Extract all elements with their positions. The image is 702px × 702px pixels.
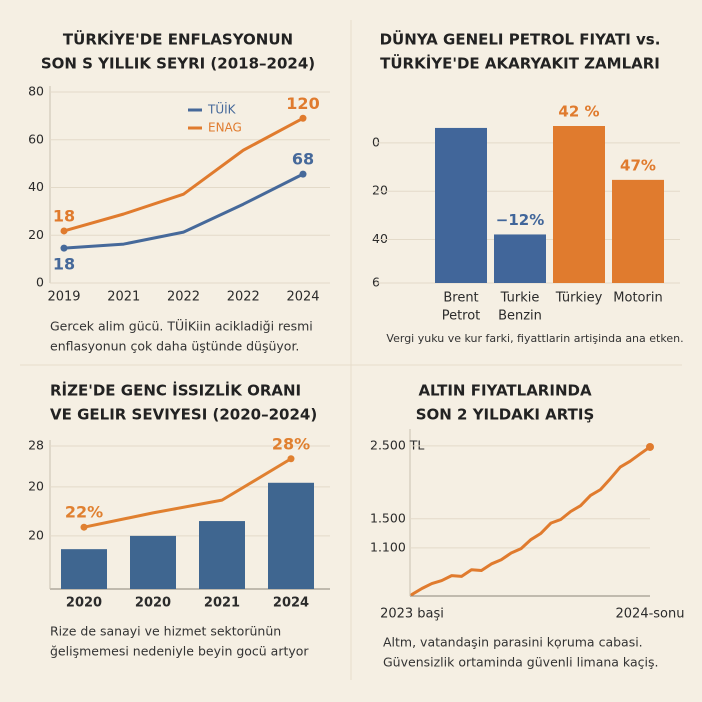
bar [199,521,245,589]
x-tick-label: 2024 [286,290,319,305]
point-label: 22% [65,503,103,522]
line [62,116,305,233]
y-tick-label: 1.500 [370,510,406,525]
x-tick-label: Petrot [442,309,481,324]
y-tick-label: 20 [28,227,44,242]
legend-label: TÜİK [207,101,237,117]
line [62,172,305,250]
x-tick-label: 2022 [167,290,200,305]
bar [612,179,664,283]
y-tick-label: 20 [28,527,44,542]
caption: Güvensizlik ortaminda güvenli limana kaç… [383,655,658,670]
caption: Altm, vatandaşin parasini kọruma cabasi. [383,635,643,650]
bar [494,234,546,283]
x-tick-label: Brent [443,291,478,306]
chart-title: TÜRKİYE'DE ENFLASYONUN [63,30,293,49]
y-tick-label: 0 [372,134,380,149]
line [410,445,652,596]
point [299,170,307,178]
bar [268,482,314,589]
bar-label: 47% [620,156,656,174]
y-tick-label: 20 [372,183,388,198]
point-label: 18 [53,255,75,274]
chart-title: TÜRKİYE'DE AKARYAKIT ZAMLARI [380,54,660,73]
point [60,244,68,252]
y-tick-label: 80 [28,84,44,99]
legend-label: ENAG [208,121,242,135]
bar [553,126,605,283]
x-tick-label: 2023 başi [380,607,444,622]
chart-title: SON S YILLIK SEYRI (2018–2024) [41,55,315,73]
x-tick-label: 2020 [135,596,171,611]
y-tick-label: 0 [36,275,44,290]
chart-title: ALTIN FIYATLARINDA [418,382,592,400]
x-tick-label: 2019 [47,290,80,305]
point [80,523,88,531]
y-tick-label: 40 [28,179,44,194]
y-tick-label: 40 [372,231,388,246]
y-tick-label: 20 [28,478,44,493]
caption: Vergi yuku ve kur farki, fiyattlarin art… [386,332,683,345]
point-label: 68 [292,150,314,169]
bar-label: 42 % [558,103,599,121]
bar [130,535,176,589]
x-tick-label: 2024-sonu [616,607,685,622]
bar-label: −12% [496,211,544,229]
point-label: 120 [286,94,319,113]
x-tick-label: 2020 [66,596,102,611]
y-tick-label: 60 [28,131,44,146]
y-tick-label: 1.100 [370,539,406,554]
caption: Rize de sanayi ve hizmet sektorünün [50,624,281,639]
chart-title: DÜNYA GENELI PETROL FIYATI vs. [380,30,661,49]
x-tick-label: 2022 [227,290,260,305]
chart-title: SON 2 YILDAKI ARTIŞ [416,406,595,424]
x-tick-label: 2024 [273,596,309,611]
x-tick-label: Motorin [613,291,662,306]
point [287,455,295,463]
point-label: 18 [53,206,75,225]
x-tick-label: 2021 [107,290,140,305]
y-tick-label: 6 [372,275,380,290]
chart-title: VE GELIR SEVIYESI (2020–2024) [50,406,317,424]
caption: enflasyonun çok daha üştünde düşüyor. [50,339,299,354]
x-tick-label: 2021 [204,596,240,611]
point-label: 28% [272,434,310,453]
end-point [646,442,654,451]
y-tick-label: 28 [28,438,44,453]
bar [61,549,107,589]
caption: Gercek alim gücü. TÜİKiin acikladiği res… [50,318,313,334]
chart-title: RİZE'DE GENC İSSIZLİK ORANI [50,381,301,400]
x-tick-label: Türkiey [555,291,603,306]
caption: ğelişmemesi nedeniyle beyin gocü artyor [50,644,309,659]
point [60,227,68,235]
point [299,114,307,122]
bar [435,127,487,283]
line [82,457,293,529]
y-tick-label: 2.500 TL [370,437,424,452]
x-tick-label: Turkie [500,291,540,306]
x-tick-label: Benzin [498,309,542,324]
